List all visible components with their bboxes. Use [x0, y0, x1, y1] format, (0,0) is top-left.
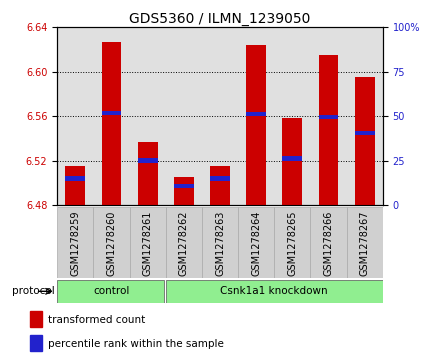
- Bar: [347, 207, 383, 278]
- Text: GSM1278264: GSM1278264: [251, 211, 261, 276]
- Bar: [282, 118, 302, 205]
- Bar: [66, 166, 85, 205]
- Bar: [202, 207, 238, 278]
- Bar: [102, 111, 121, 115]
- Bar: [238, 207, 274, 278]
- Bar: [319, 115, 338, 119]
- Text: GSM1278265: GSM1278265: [287, 211, 297, 276]
- Bar: [166, 280, 383, 303]
- Bar: [355, 77, 375, 205]
- Text: GSM1278267: GSM1278267: [360, 211, 370, 276]
- Bar: [246, 45, 266, 205]
- Bar: [66, 176, 85, 181]
- Text: percentile rank within the sample: percentile rank within the sample: [48, 339, 224, 349]
- Text: GSM1278260: GSM1278260: [106, 211, 117, 276]
- Bar: [166, 207, 202, 278]
- Bar: [57, 207, 93, 278]
- Bar: [355, 131, 375, 135]
- Text: control: control: [93, 286, 130, 296]
- Text: GSM1278263: GSM1278263: [215, 211, 225, 276]
- Bar: [174, 184, 194, 188]
- Text: Csnk1a1 knockdown: Csnk1a1 knockdown: [220, 286, 328, 296]
- Bar: [319, 55, 338, 205]
- Text: GSM1278261: GSM1278261: [143, 211, 153, 276]
- Bar: [174, 177, 194, 205]
- Title: GDS5360 / ILMN_1239050: GDS5360 / ILMN_1239050: [129, 12, 311, 26]
- Bar: [30, 335, 42, 351]
- Bar: [93, 207, 129, 278]
- Bar: [282, 156, 302, 160]
- Bar: [210, 166, 230, 205]
- Bar: [129, 207, 166, 278]
- Bar: [274, 207, 311, 278]
- Text: GSM1278262: GSM1278262: [179, 211, 189, 276]
- Bar: [57, 280, 164, 303]
- Text: transformed count: transformed count: [48, 315, 145, 325]
- Bar: [246, 112, 266, 116]
- Text: GSM1278259: GSM1278259: [70, 211, 80, 276]
- Bar: [138, 142, 158, 205]
- Bar: [138, 158, 158, 163]
- Text: GSM1278266: GSM1278266: [323, 211, 334, 276]
- Bar: [210, 176, 230, 181]
- Bar: [30, 311, 42, 327]
- Bar: [311, 207, 347, 278]
- Text: protocol: protocol: [12, 286, 55, 296]
- Bar: [102, 42, 121, 205]
